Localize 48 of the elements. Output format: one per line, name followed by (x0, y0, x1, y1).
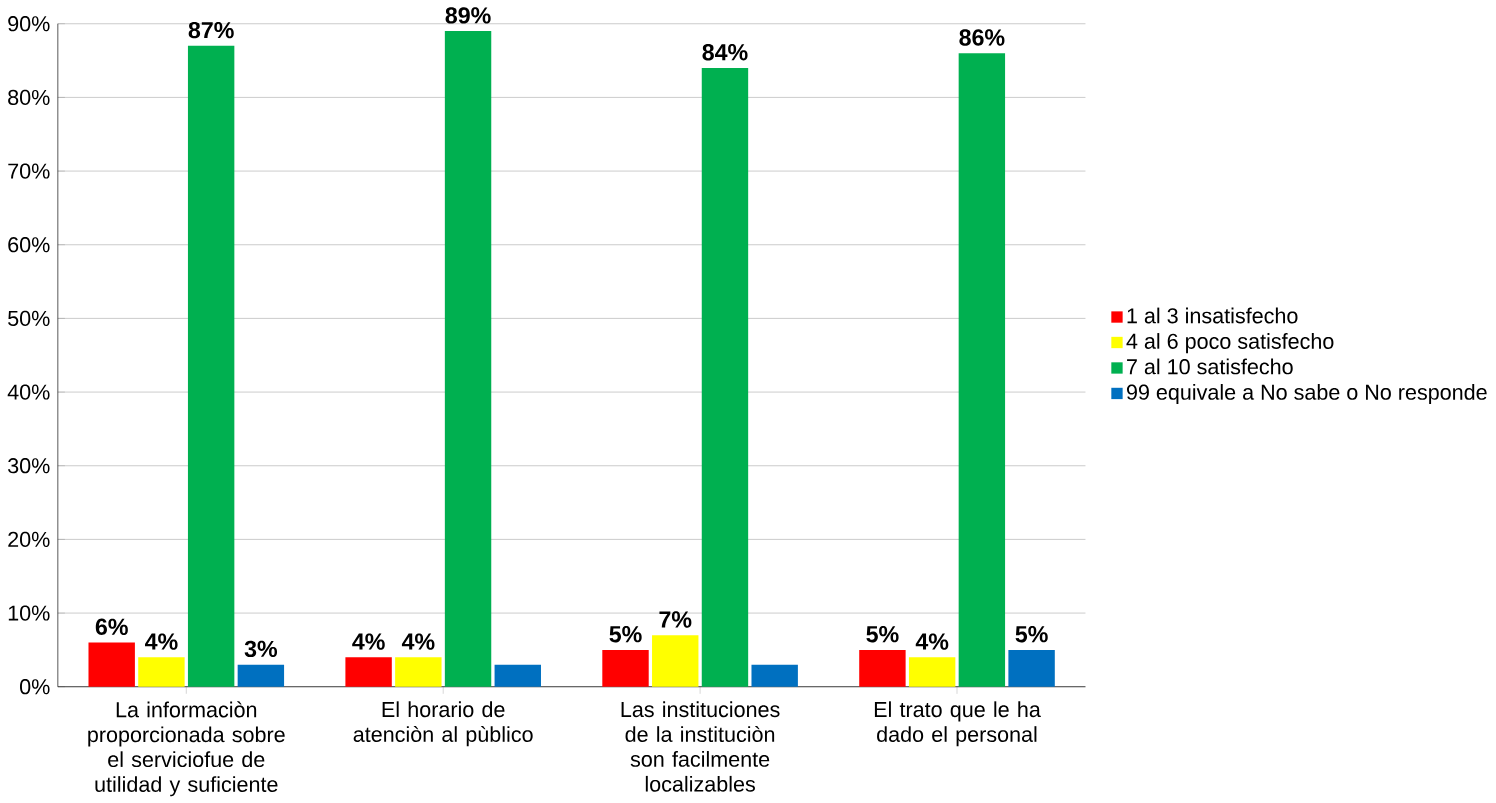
bar (652, 634, 699, 687)
x-tick-label: El trato que le ha dado el personal (874, 701, 1041, 747)
bar (859, 649, 906, 687)
data-label: 4% (145, 633, 178, 650)
y-tick-label: 30% (8, 457, 50, 474)
data-label: 4% (401, 633, 435, 650)
legend-label: 4 al 6 poco satisfecho (1126, 332, 1334, 353)
bar (908, 657, 956, 687)
bar (345, 657, 392, 687)
y-tick-label: 60% (8, 236, 50, 253)
y-tick-label: 80% (8, 89, 50, 105)
x-tick-label: La informaciòn proporcionada sobre el serviciofue de utilidad y suficiente (88, 701, 285, 797)
x-tick-label: Las instituciones de la instituciòn son facilmente localizables (621, 701, 780, 792)
bar (602, 649, 649, 687)
y-tick-label: 90% (8, 15, 50, 32)
y-tick-label: 10% (8, 605, 50, 621)
legend-label: 1 al 3 insatisfecho (1127, 307, 1298, 324)
bar (88, 642, 135, 687)
legend-label: 7 al 10 satisfecho (1127, 358, 1293, 375)
y-tick-label: 20% (8, 531, 50, 547)
bar (751, 664, 798, 687)
bar (187, 45, 235, 687)
bar (444, 30, 492, 687)
y-tick-label: 0% (20, 678, 50, 695)
bar (958, 53, 1006, 687)
data-label: 7% (659, 611, 692, 628)
data-label: 4% (352, 633, 385, 650)
bar (494, 664, 541, 687)
y-tick-label: 50% (8, 310, 50, 326)
data-label: 87% (188, 21, 234, 39)
bar (395, 657, 442, 687)
legend-label: 99 equivale a No sabe o No responde (1126, 383, 1487, 404)
x-tick-label: El horario de atenciòn al pùblico (353, 701, 533, 747)
data-label: 84% (702, 43, 748, 61)
data-label: 5% (866, 625, 899, 643)
data-label: 5% (1015, 625, 1048, 643)
bar (701, 67, 749, 687)
data-label: 5% (609, 625, 642, 643)
bar (237, 664, 285, 687)
data-label: 6% (95, 618, 128, 635)
data-label: 4% (915, 633, 949, 650)
bar (138, 657, 185, 687)
data-label: 86% (959, 29, 1005, 46)
y-tick-label: 70% (8, 163, 50, 179)
y-tick-label: 40% (7, 384, 50, 400)
bar (1008, 649, 1055, 687)
data-label: 89% (445, 6, 491, 24)
data-label: 3% (244, 640, 278, 657)
